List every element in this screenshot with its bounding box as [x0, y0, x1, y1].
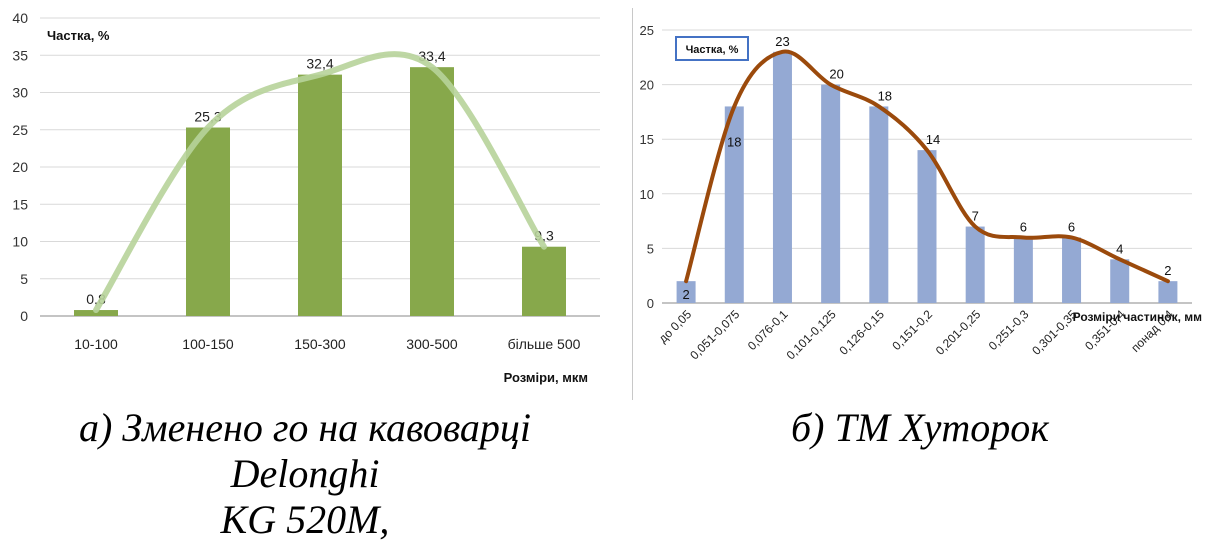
- data-label: 18: [878, 88, 892, 103]
- x-tick-label: 10-100: [74, 336, 118, 352]
- trend-curve: [93, 51, 547, 314]
- x-tick-label: 0,126-0,15: [836, 307, 887, 358]
- bar: [298, 74, 342, 317]
- y-tick-label: 0: [647, 296, 654, 311]
- y-tick-label: 5: [647, 241, 654, 256]
- bar: [186, 127, 230, 316]
- data-label: 20: [829, 67, 843, 82]
- x-tick-label: більше 500: [508, 336, 581, 352]
- x-tick-label: 0,051-0,075: [687, 307, 742, 362]
- data-label: 23: [775, 34, 789, 49]
- y-tick-label: 15: [12, 196, 28, 212]
- y-tick-label: 25: [640, 23, 654, 38]
- x-tick-label: 0,151-0,2: [889, 307, 935, 353]
- data-label: 2: [1164, 263, 1171, 278]
- chart-b: 0 5 10 15 20 25 2 до 0,05 18 0,051-0,075 23 0,076-0…: [640, 23, 1203, 362]
- bar: [1013, 237, 1033, 303]
- data-label: 4: [1116, 241, 1123, 256]
- y-tick-label: 5: [20, 271, 28, 287]
- caption-a: а) Зменено го на кавоварці Delonghi KG 5…: [10, 405, 600, 543]
- x-tick-label: 0,201-0,25: [933, 307, 984, 358]
- bar: [1062, 237, 1082, 303]
- y-tick-label: 10: [640, 187, 654, 202]
- data-label: 18: [727, 134, 741, 149]
- bar: [676, 281, 696, 303]
- x-axis-title: Розміри частинок, мм: [1073, 310, 1202, 324]
- data-label: 7: [972, 209, 979, 224]
- bar: [1110, 259, 1130, 303]
- y-tick-label: 20: [12, 159, 28, 175]
- x-tick-label: 150-300: [294, 336, 346, 352]
- y-tick-label: 10: [12, 234, 28, 250]
- caption-b: б) ТМ Хуторок: [791, 405, 1049, 450]
- y-tick-label: 15: [640, 132, 654, 147]
- x-axis-title: Розміри, мкм: [504, 370, 588, 385]
- chart-a: 05101520253035400,810-10025,3100-15032,4…: [12, 10, 600, 385]
- data-label: 2: [682, 287, 689, 302]
- bar: [869, 106, 889, 303]
- x-tick-label: 0,076-0,1: [745, 307, 791, 353]
- bar: [821, 84, 841, 303]
- y-tick-label: 40: [12, 10, 28, 26]
- caption-a-line2: KG 520M,: [220, 497, 390, 542]
- y-tick-label: 0: [20, 308, 28, 324]
- bar: [410, 67, 454, 316]
- x-tick-label: 300-500: [406, 336, 458, 352]
- caption-a-line1: а) Зменено го на кавоварці Delonghi: [78, 405, 532, 496]
- x-tick-label: 0,101-0,125: [784, 307, 839, 362]
- bar: [522, 246, 566, 316]
- x-tick-label: 0,251-0,3: [986, 307, 1032, 353]
- divider-line: [632, 8, 633, 400]
- data-label: 14: [926, 132, 940, 147]
- data-label: 6: [1068, 219, 1075, 234]
- data-label: 32,4: [306, 56, 333, 72]
- trend-curve: [684, 49, 1170, 284]
- bar: [772, 51, 792, 304]
- bar: [724, 106, 744, 303]
- y-tick-label: 20: [640, 78, 654, 93]
- y-axis-title-box: [675, 36, 749, 61]
- x-tick-label: 100-150: [182, 336, 234, 352]
- bar: [917, 150, 937, 303]
- y-axis-title: Частка, %: [47, 28, 110, 43]
- x-tick-label: до 0,05: [656, 307, 695, 346]
- y-tick-label: 30: [12, 85, 28, 101]
- y-axis-title: Частка, %: [686, 44, 739, 56]
- bar: [965, 226, 985, 303]
- bar: [1158, 281, 1178, 303]
- y-tick-label: 35: [12, 47, 28, 63]
- y-tick-label: 25: [12, 122, 28, 138]
- data-label: 6: [1020, 219, 1027, 234]
